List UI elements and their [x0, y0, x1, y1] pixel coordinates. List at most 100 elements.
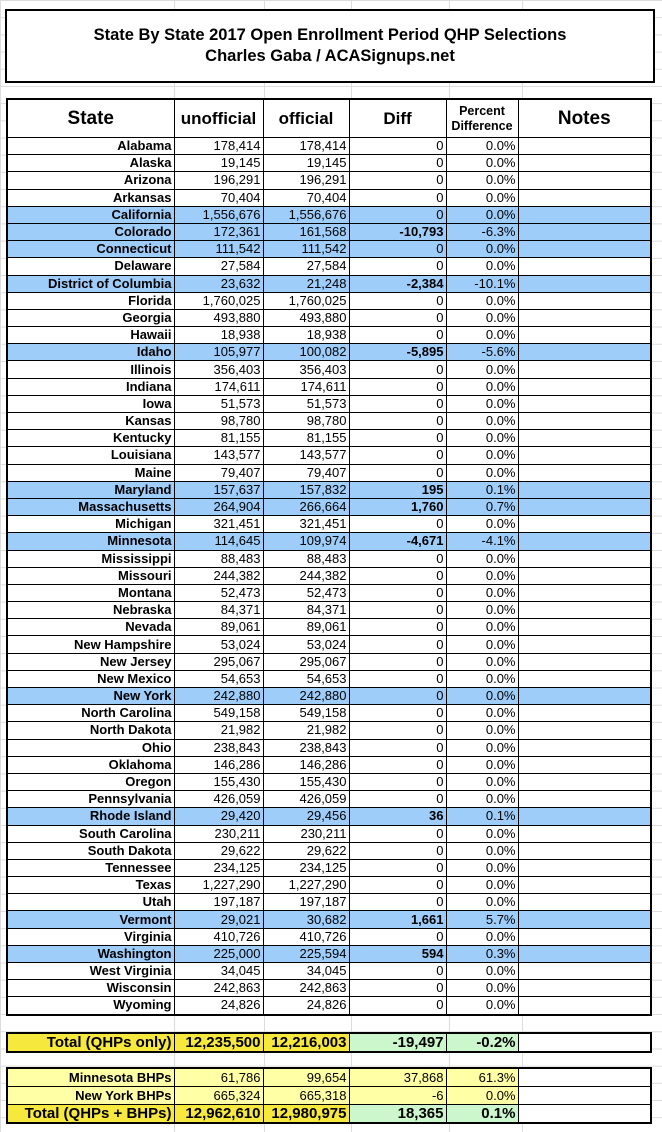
cell-state[interactable]: New Jersey: [6, 652, 175, 671]
cell-notes[interactable]: [517, 446, 652, 465]
bhp-notes[interactable]: [517, 1086, 652, 1105]
cell-official[interactable]: 295,067: [262, 652, 350, 671]
cell-diff[interactable]: 0: [348, 360, 447, 379]
cell-notes[interactable]: [517, 377, 652, 396]
total-all-official[interactable]: 12,980,975: [262, 1104, 350, 1124]
cell-unofficial[interactable]: 157,637: [173, 480, 264, 499]
cell-notes[interactable]: [517, 549, 652, 568]
cell-pct[interactable]: 0.0%: [445, 515, 519, 534]
cell-pct[interactable]: 0.0%: [445, 961, 519, 981]
bhp-diff[interactable]: 37,868: [348, 1067, 447, 1087]
cell-pct[interactable]: 0.0%: [445, 996, 519, 1016]
cell-notes[interactable]: [517, 755, 652, 774]
cell-official[interactable]: 1,760,025: [262, 291, 350, 310]
total-qhp-unofficial[interactable]: 12,235,500: [173, 1032, 264, 1053]
cell-unofficial[interactable]: 88,483: [173, 549, 264, 568]
cell-diff[interactable]: 195: [348, 480, 447, 499]
cell-diff[interactable]: 0: [348, 635, 447, 654]
title-box[interactable]: State By State 2017 Open Enrollment Peri…: [5, 9, 655, 83]
cell-pct[interactable]: 0.0%: [445, 601, 519, 620]
cell-notes[interactable]: [517, 240, 652, 259]
cell-notes[interactable]: [517, 394, 652, 414]
cell-pct[interactable]: 0.0%: [445, 583, 519, 603]
cell-official[interactable]: 225,594: [262, 944, 350, 964]
cell-official[interactable]: 98,780: [262, 411, 350, 431]
cell-official[interactable]: 234,125: [262, 858, 350, 878]
cell-pct[interactable]: 0.0%: [445, 893, 519, 912]
cell-pct[interactable]: 0.0%: [445, 721, 519, 740]
cell-official[interactable]: 27,584: [262, 257, 350, 276]
cell-state[interactable]: District of Columbia: [6, 274, 175, 293]
cell-diff[interactable]: 0: [348, 669, 447, 689]
cell-diff[interactable]: 0: [348, 515, 447, 534]
cell-diff[interactable]: 0: [348, 377, 447, 396]
cell-notes[interactable]: [517, 291, 652, 310]
cell-notes[interactable]: [517, 841, 652, 860]
cell-pct[interactable]: 0.0%: [445, 291, 519, 310]
cell-notes[interactable]: [517, 876, 652, 895]
cell-state[interactable]: Tennessee: [6, 858, 175, 878]
cell-state[interactable]: Iowa: [6, 394, 175, 414]
cell-unofficial[interactable]: 295,067: [173, 652, 264, 671]
cell-diff[interactable]: -10,793: [348, 222, 447, 242]
bhp-official[interactable]: 99,654: [262, 1067, 350, 1087]
cell-notes[interactable]: [517, 772, 652, 792]
cell-diff[interactable]: 0: [348, 566, 447, 585]
cell-notes[interactable]: [517, 205, 652, 224]
cell-state[interactable]: Minnesota: [6, 532, 175, 551]
cell-notes[interactable]: [517, 944, 652, 964]
cell-notes[interactable]: [517, 343, 652, 362]
cell-state[interactable]: Oklahoma: [6, 755, 175, 774]
cell-pct[interactable]: 0.0%: [445, 240, 519, 259]
cell-official[interactable]: 30,682: [262, 910, 350, 929]
cell-official[interactable]: 157,832: [262, 480, 350, 499]
cell-state[interactable]: Maine: [6, 463, 175, 482]
cell-official[interactable]: 18,938: [262, 326, 350, 345]
cell-pct[interactable]: 0.0%: [445, 618, 519, 637]
bhp-pct[interactable]: 61.3%: [445, 1067, 519, 1087]
cell-state[interactable]: Washington: [6, 944, 175, 964]
cell-pct[interactable]: 0.0%: [445, 772, 519, 792]
cell-pct[interactable]: 0.0%: [445, 171, 519, 190]
cell-unofficial[interactable]: 1,760,025: [173, 291, 264, 310]
cell-diff[interactable]: 0: [348, 154, 447, 173]
cell-diff[interactable]: 0: [348, 136, 447, 156]
cell-official[interactable]: 266,664: [262, 497, 350, 517]
cell-notes[interactable]: [517, 686, 652, 706]
cell-unofficial[interactable]: 242,880: [173, 686, 264, 706]
cell-official[interactable]: 53,024: [262, 635, 350, 654]
cell-diff[interactable]: 0: [348, 291, 447, 310]
cell-official[interactable]: 549,158: [262, 704, 350, 723]
cell-official[interactable]: 242,863: [262, 979, 350, 998]
cell-unofficial[interactable]: 549,158: [173, 704, 264, 723]
cell-official[interactable]: 242,880: [262, 686, 350, 706]
cell-official[interactable]: 19,145: [262, 154, 350, 173]
cell-unofficial[interactable]: 1,227,290: [173, 876, 264, 895]
cell-unofficial[interactable]: 52,473: [173, 583, 264, 603]
cell-pct[interactable]: 0.0%: [445, 686, 519, 706]
cell-pct[interactable]: 0.0%: [445, 841, 519, 860]
cell-diff[interactable]: 0: [348, 893, 447, 912]
cell-state[interactable]: Montana: [6, 583, 175, 603]
cell-notes[interactable]: [517, 480, 652, 499]
cell-diff[interactable]: 0: [348, 463, 447, 482]
cell-notes[interactable]: [517, 326, 652, 345]
cell-unofficial[interactable]: 230,211: [173, 824, 264, 843]
cell-notes[interactable]: [517, 532, 652, 551]
cell-official[interactable]: 426,059: [262, 790, 350, 809]
cell-notes[interactable]: [517, 652, 652, 671]
cell-pct[interactable]: 0.0%: [445, 755, 519, 774]
header-notes[interactable]: Notes: [517, 98, 652, 138]
cell-notes[interactable]: [517, 583, 652, 603]
cell-state[interactable]: Idaho: [6, 343, 175, 362]
cell-unofficial[interactable]: 19,145: [173, 154, 264, 173]
cell-state[interactable]: Virginia: [6, 927, 175, 946]
bhp-official[interactable]: 665,318: [262, 1086, 350, 1105]
cell-pct[interactable]: 0.0%: [445, 429, 519, 448]
bhp-unofficial[interactable]: 61,786: [173, 1067, 264, 1087]
cell-pct[interactable]: 0.0%: [445, 876, 519, 895]
cell-diff[interactable]: 0: [348, 824, 447, 843]
cell-pct[interactable]: 0.0%: [445, 205, 519, 224]
cell-unofficial[interactable]: 143,577: [173, 446, 264, 465]
cell-diff[interactable]: -4,671: [348, 532, 447, 551]
